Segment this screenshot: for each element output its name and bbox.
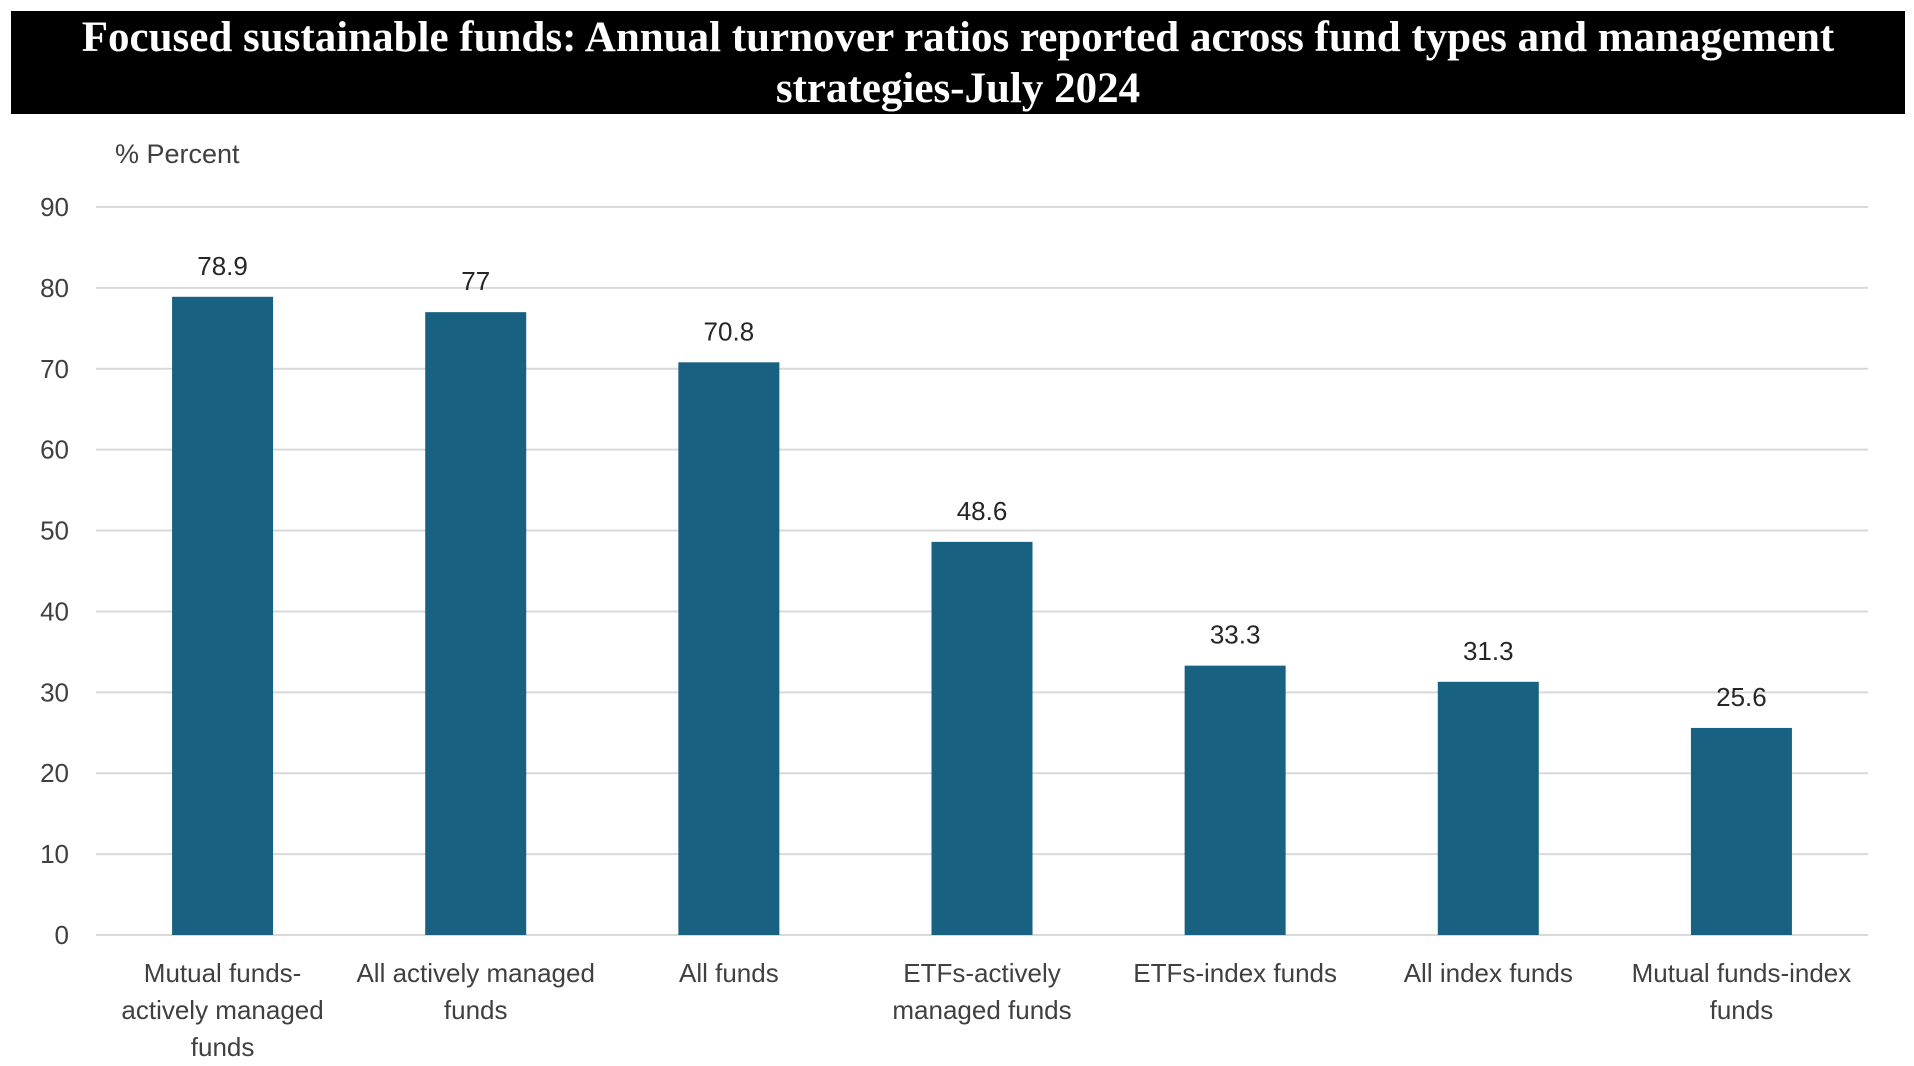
x-category-label: Mutual funds-actively managed funds (121, 958, 323, 1062)
y-tick-label: 90 (40, 192, 69, 222)
bar-value-label: 25.6 (1716, 682, 1767, 712)
y-tick-label: 60 (40, 435, 69, 465)
y-tick-label: 70 (40, 354, 69, 384)
x-category-label: All index funds (1404, 958, 1573, 988)
bar-value-label: 70.8 (704, 316, 755, 346)
x-category-label-line: funds (444, 995, 508, 1025)
bar-value-label: 33.3 (1210, 620, 1261, 650)
x-category-label: ETFs-actively managed funds (892, 958, 1071, 1025)
x-category-label: Mutual funds-index funds (1632, 958, 1852, 1025)
bar-value-label: 77 (461, 266, 490, 296)
y-axis-tick-labels: 0 10 20 30 40 50 60 70 80 90 (40, 192, 69, 950)
bar-value-label: 48.6 (957, 496, 1008, 526)
chart-title-line-2: strategies-July 2024 (775, 65, 1141, 112)
x-category-label: ETFs-index funds (1133, 958, 1337, 988)
bar (172, 296, 274, 936)
y-tick-label: 80 (40, 273, 69, 303)
bar-value-label: 31.3 (1463, 636, 1514, 666)
x-category-label-line: Mutual funds- (144, 958, 302, 988)
y-tick-label: 40 (40, 596, 69, 626)
y-axis-unit-label: % Percent (115, 139, 240, 169)
x-category-label-line: ETFs-index funds (1133, 958, 1337, 988)
bar (1690, 727, 1792, 935)
x-category-label-line: ETFs-actively (903, 958, 1060, 988)
bar (1184, 665, 1286, 935)
x-category-label-line: All funds (679, 958, 779, 988)
x-category-label-line: All actively managed (356, 958, 594, 988)
y-tick-label: 50 (40, 516, 69, 546)
chart-title: Focused sustainable funds: Annual turnov… (11, 11, 1905, 114)
y-tick-label: 0 (55, 920, 69, 950)
bar-value-label: 78.9 (197, 251, 248, 281)
x-category-label-line: managed funds (892, 995, 1071, 1025)
x-category-label: All actively managed funds (356, 958, 594, 1025)
x-category-label-line: Mutual funds-index (1632, 958, 1852, 988)
x-category-label-line: funds (191, 1032, 255, 1062)
chart-title-line-1: Focused sustainable funds: Annual turnov… (81, 14, 1835, 61)
y-tick-label: 20 (40, 758, 69, 788)
bar (1437, 681, 1539, 935)
bar (931, 541, 1033, 935)
x-category-label-line: funds (1710, 995, 1774, 1025)
x-category-label: All funds (679, 958, 779, 988)
y-tick-label: 30 (40, 677, 69, 707)
bar (678, 362, 780, 936)
x-category-label-line: actively managed (121, 995, 323, 1025)
data-labels: 78.9 77 70.8 48.6 33.3 31.3 25.6 (197, 251, 1766, 712)
y-tick-label: 10 (40, 839, 69, 869)
x-category-label-line: All index funds (1404, 958, 1573, 988)
bars (172, 296, 1792, 936)
bar (425, 312, 527, 936)
